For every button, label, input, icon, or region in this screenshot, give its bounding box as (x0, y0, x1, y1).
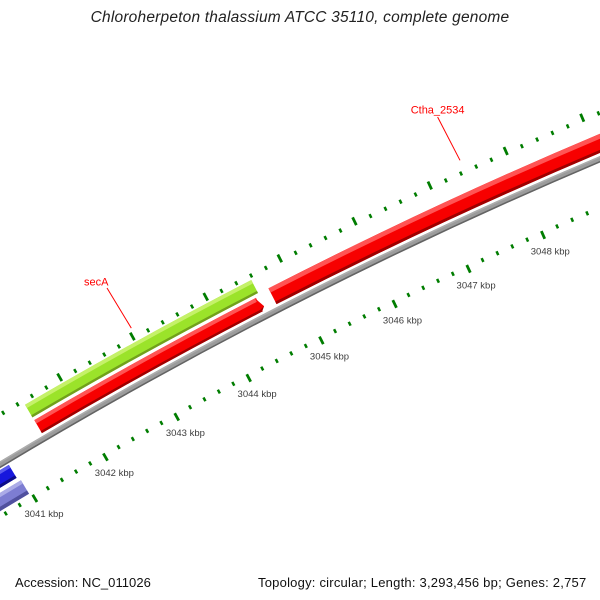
svg-text:Ctha_2534: Ctha_2534 (411, 105, 465, 117)
svg-text:3041 kbp: 3041 kbp (24, 509, 63, 520)
svg-text:3045 kbp: 3045 kbp (310, 352, 349, 363)
svg-text:3042 kbp: 3042 kbp (95, 468, 134, 479)
svg-text:3046 kbp: 3046 kbp (383, 315, 422, 326)
svg-text:3044 kbp: 3044 kbp (238, 389, 277, 400)
svg-text:Accession: NC_011026: Accession: NC_011026 (15, 575, 151, 590)
svg-text:Chloroherpeton thalassium ATCC: Chloroherpeton thalassium ATCC 35110, co… (91, 9, 510, 26)
svg-text:3043 kbp: 3043 kbp (166, 428, 205, 439)
svg-text:3048 kbp: 3048 kbp (531, 247, 570, 258)
svg-text:3047 kbp: 3047 kbp (457, 280, 496, 291)
svg-text:Topology: circular; Length: 3,: Topology: circular; Length: 3,293,456 bp… (258, 575, 586, 590)
svg-text:secA: secA (84, 277, 109, 289)
